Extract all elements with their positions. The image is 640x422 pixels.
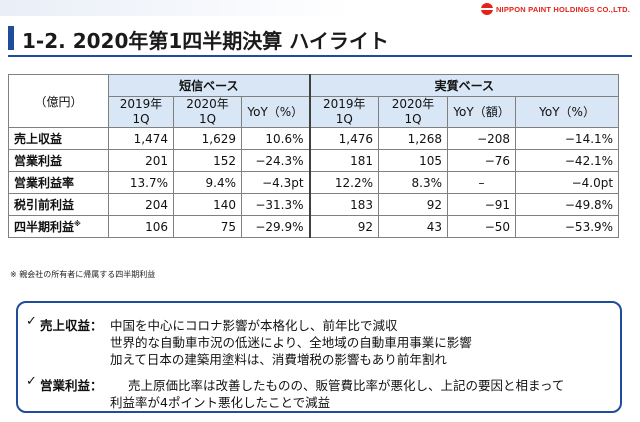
col-header-line1: YoY（額）: [453, 104, 510, 119]
cell: 183: [308, 193, 380, 216]
col-header-line1: 2020年: [186, 97, 229, 111]
cell: −208: [447, 127, 517, 150]
cell: −4.0pt: [515, 171, 620, 194]
cell: −29.9%: [240, 215, 311, 238]
cell: 204: [108, 193, 174, 216]
cell: 1,476: [308, 127, 380, 150]
cell: −42.1%: [515, 149, 620, 172]
cell: 92: [308, 215, 380, 238]
cell: 1,474: [108, 127, 174, 150]
row-label-sup: ※: [74, 220, 81, 228]
cell: 1,629: [173, 127, 242, 150]
col-header-line1: 2020年: [391, 97, 435, 111]
logo-text: NIPPON PAINT HOLDINGS CO.,LTD.: [495, 4, 630, 14]
col-header: YoY（%）: [515, 96, 620, 128]
group-header-tanshin: 短信ベース: [107, 74, 311, 97]
cell: −31.3%: [240, 193, 311, 216]
column-header-row: 2019年 1Q 2020年 1Q YoY（%） 2019年 1Q 2020年 1Q Y…: [9, 96, 620, 128]
col-header-line1: YoY（%）: [539, 104, 595, 119]
cell: 105: [378, 149, 449, 172]
logo-mark-icon: [480, 3, 493, 15]
group-header-jisshitsu: 実質ベース: [308, 74, 620, 97]
page-title: 1-2. 2020年第1四半期決算 ハイライト: [22, 29, 389, 53]
col-header: 2020年 1Q: [173, 96, 242, 128]
row-label-text: 営業利益率: [14, 176, 75, 190]
cell: −76: [447, 149, 517, 172]
table-row: 税引前利益 204 140 −31.3% 183 92 −91 −49.8%: [8, 193, 620, 216]
cell: 152: [173, 149, 242, 172]
cell: −49.8%: [515, 193, 620, 216]
table-row: 営業利益率 13.7% 9.4% −4.3pt 12.2% 8.3% – −4.…: [8, 171, 620, 194]
note-line: 利益率が4ポイント悪化したことで減益: [110, 395, 331, 410]
cell: 201: [108, 149, 174, 172]
row-label: 営業利益: [8, 149, 109, 172]
group-header-row: （億円） 短信ベース 実質ベース: [8, 74, 620, 128]
col-header-line1: 2019年: [323, 97, 366, 111]
note-line: 世界的な自動車市況の低迷により、全地域の自動車用事業に影響: [110, 335, 472, 350]
commentary-box: ✓ 売上収益： 中国を中心にコロナ影響が本格化し、前年比で減収 世界的な自動車市…: [16, 301, 622, 413]
cell: 92: [378, 193, 449, 216]
cell: 10.6%: [240, 127, 311, 150]
cell: −14.1%: [515, 127, 620, 150]
checkmark-icon: ✓: [26, 374, 37, 389]
title-accent-bar: [8, 26, 14, 50]
note-line: 売上原価比率は改善したものの、販管費比率が悪化し、上記の要因と相まって: [128, 378, 565, 393]
note-line: 加えて日本の建築用塗料は、消費増税の影響もあり前年割れ: [110, 352, 447, 367]
row-label: 税引前利益: [8, 193, 109, 216]
cell: −53.9%: [515, 215, 620, 238]
cell: 140: [173, 193, 242, 216]
cell: 106: [108, 215, 174, 238]
unit-label: （億円）: [8, 74, 109, 128]
col-header: 2020年 1Q: [378, 96, 449, 128]
row-label-text: 四半期利益: [14, 220, 75, 234]
cell: 181: [308, 149, 380, 172]
row-label-text: 税引前利益: [14, 198, 75, 212]
note-label-sales: 売上収益：: [40, 318, 103, 333]
col-header: YoY（%）: [240, 96, 311, 128]
col-header-line2: 1Q: [335, 112, 353, 126]
cell: −4.3pt: [240, 171, 311, 194]
cell: 9.4%: [173, 171, 242, 194]
row-label: 売上収益: [8, 127, 109, 150]
cell: 1,268: [378, 127, 449, 150]
company-logo: NIPPON PAINT HOLDINGS CO.,LTD.: [480, 3, 630, 15]
col-header-line2: 1Q: [404, 112, 422, 126]
table-row: 営業利益 201 152 −24.3% 181 105 −76 −42.1%: [8, 149, 620, 172]
top-stripe: [0, 0, 640, 16]
table-row: 売上収益 1,474 1,629 10.6% 1,476 1,268 −208 …: [8, 127, 620, 150]
cell: −91: [447, 193, 517, 216]
cell: –: [447, 171, 517, 194]
highlights-table: （億円） 短信ベース 実質ベース 2019年 1Q 2020年 1Q YoY（%） …: [8, 74, 620, 238]
table-row: 四半期利益※ 106 75 −29.9% 92 43 −50 −53.9%: [8, 215, 620, 238]
col-header-line1: YoY（%）: [247, 104, 304, 119]
cell: 13.7%: [108, 171, 174, 194]
cell: 75: [173, 215, 242, 238]
col-header: 2019年 1Q: [308, 96, 380, 128]
table-footnote: ※ 親会社の所有者に帰属する四半期利益: [10, 270, 156, 279]
note-label-operating-profit: 営業利益：: [40, 378, 103, 393]
row-label: 四半期利益※: [8, 215, 109, 238]
cell: −50: [447, 215, 517, 238]
cell: −24.3%: [240, 149, 311, 172]
col-header-line2: 1Q: [132, 112, 150, 126]
cell: 8.3%: [378, 171, 449, 194]
col-header-line1: 2019年: [119, 97, 163, 111]
title-underline: [8, 55, 632, 57]
cell: 12.2%: [308, 171, 380, 194]
col-header: 2019年 1Q: [108, 96, 174, 128]
note-line: 中国を中心にコロナ影響が本格化し、前年比で減収: [110, 318, 398, 333]
row-label-text: 売上収益: [14, 132, 63, 146]
col-header-line2: 1Q: [198, 112, 217, 126]
row-label-text: 営業利益: [14, 154, 63, 168]
checkmark-icon: ✓: [26, 314, 37, 329]
cell: 43: [378, 215, 449, 238]
row-label: 営業利益率: [8, 171, 109, 194]
col-header: YoY（額）: [447, 96, 517, 128]
